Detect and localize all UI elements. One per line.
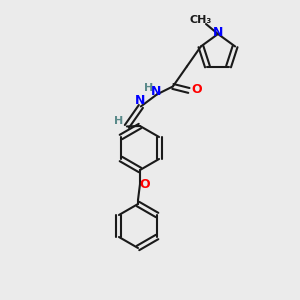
Text: O: O: [140, 178, 150, 191]
Text: N: N: [151, 85, 161, 98]
Text: O: O: [192, 83, 202, 96]
Text: N: N: [213, 26, 223, 40]
Text: N: N: [135, 94, 145, 107]
Text: H: H: [114, 116, 124, 126]
Text: H: H: [144, 83, 154, 93]
Text: CH₃: CH₃: [190, 15, 212, 25]
